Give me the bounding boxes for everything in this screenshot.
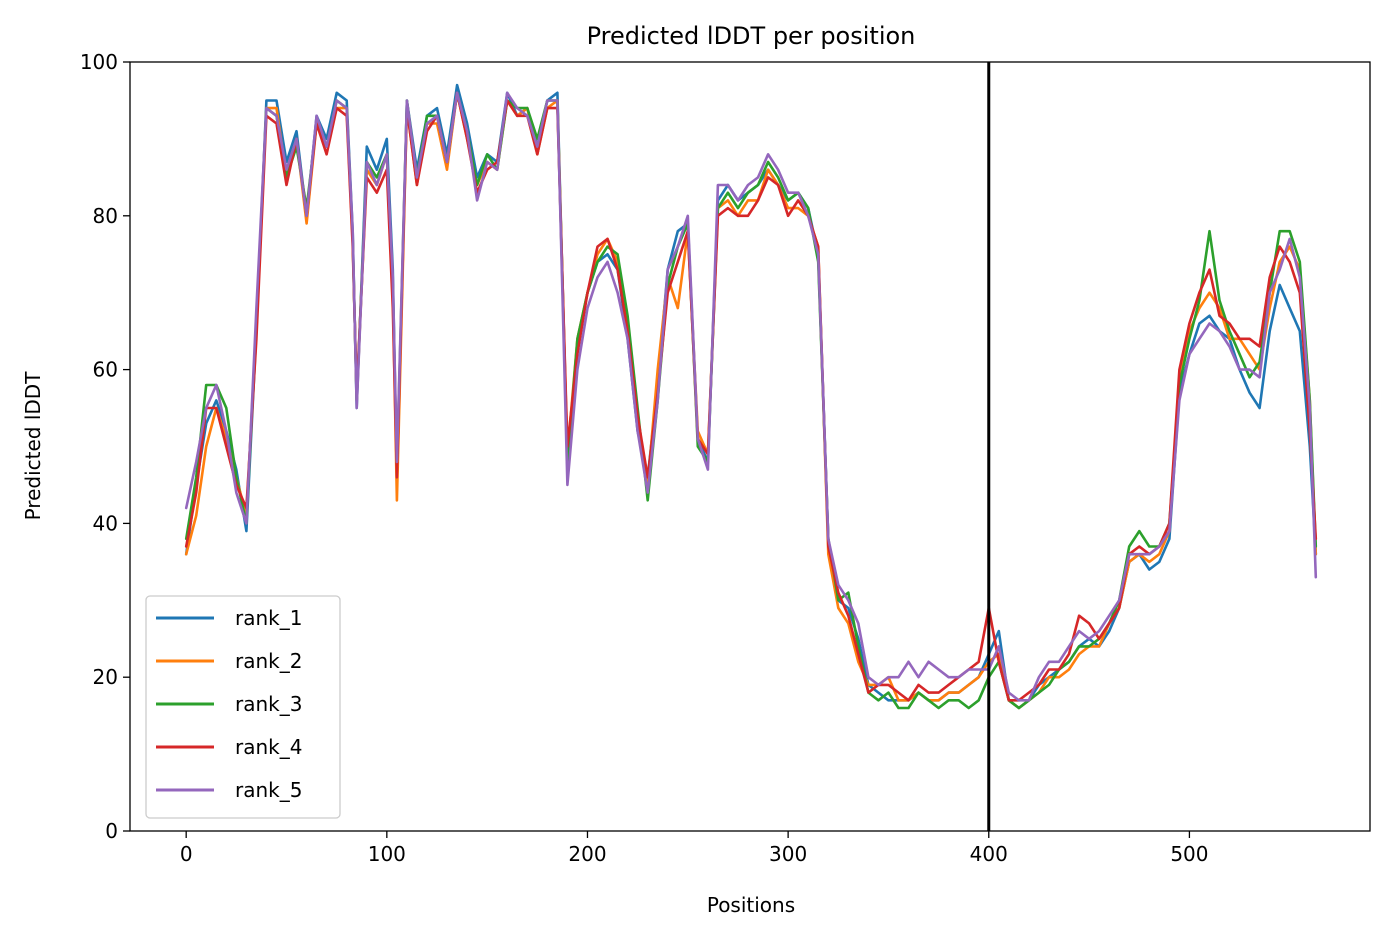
x-tick-label: 100	[368, 842, 406, 866]
y-tick-label: 100	[80, 50, 118, 74]
y-tick-label: 60	[93, 358, 118, 382]
x-axis-label: Positions	[707, 893, 795, 917]
x-tick-label: 0	[180, 842, 193, 866]
y-axis: 0 20 40 60 80 100	[80, 50, 130, 843]
x-axis: 0 100 200 300 400 500	[180, 831, 1209, 866]
x-tick-label: 300	[769, 842, 807, 866]
legend-box	[145, 595, 341, 819]
plot-frame	[129, 61, 1371, 832]
series-line-rank-5	[184, 91, 1318, 702]
legend-label-rank-3: rank_3	[235, 692, 302, 716]
plot-lines	[184, 83, 1318, 710]
y-tick-label: 80	[93, 204, 118, 228]
chart-title: Predicted lDDT per position	[587, 22, 916, 50]
x-tick-label: 400	[970, 842, 1008, 866]
legend-label-rank-5: rank_5	[235, 778, 302, 802]
legend-label-rank-4: rank_4	[235, 735, 302, 759]
x-tick-label: 500	[1170, 842, 1208, 866]
legend: rank_1 rank_2 rank_3 rank_4 rank_5	[145, 595, 341, 819]
y-tick-label: 40	[93, 511, 118, 535]
legend-label-rank-2: rank_2	[235, 649, 302, 673]
y-axis-label: Predicted lDDT	[21, 371, 45, 521]
x-tick-label: 200	[568, 842, 606, 866]
y-tick-label: 0	[105, 819, 118, 843]
legend-label-rank-1: rank_1	[235, 606, 302, 630]
y-tick-label: 20	[93, 665, 118, 689]
